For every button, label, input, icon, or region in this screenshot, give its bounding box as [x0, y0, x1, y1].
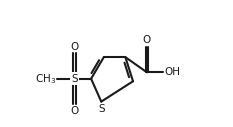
Text: O: O — [143, 35, 151, 45]
Text: O: O — [70, 42, 79, 52]
Text: OH: OH — [164, 67, 180, 77]
Text: CH$_3$: CH$_3$ — [35, 72, 56, 86]
Text: O: O — [70, 106, 79, 116]
Text: S: S — [98, 104, 105, 114]
Text: S: S — [71, 74, 78, 84]
